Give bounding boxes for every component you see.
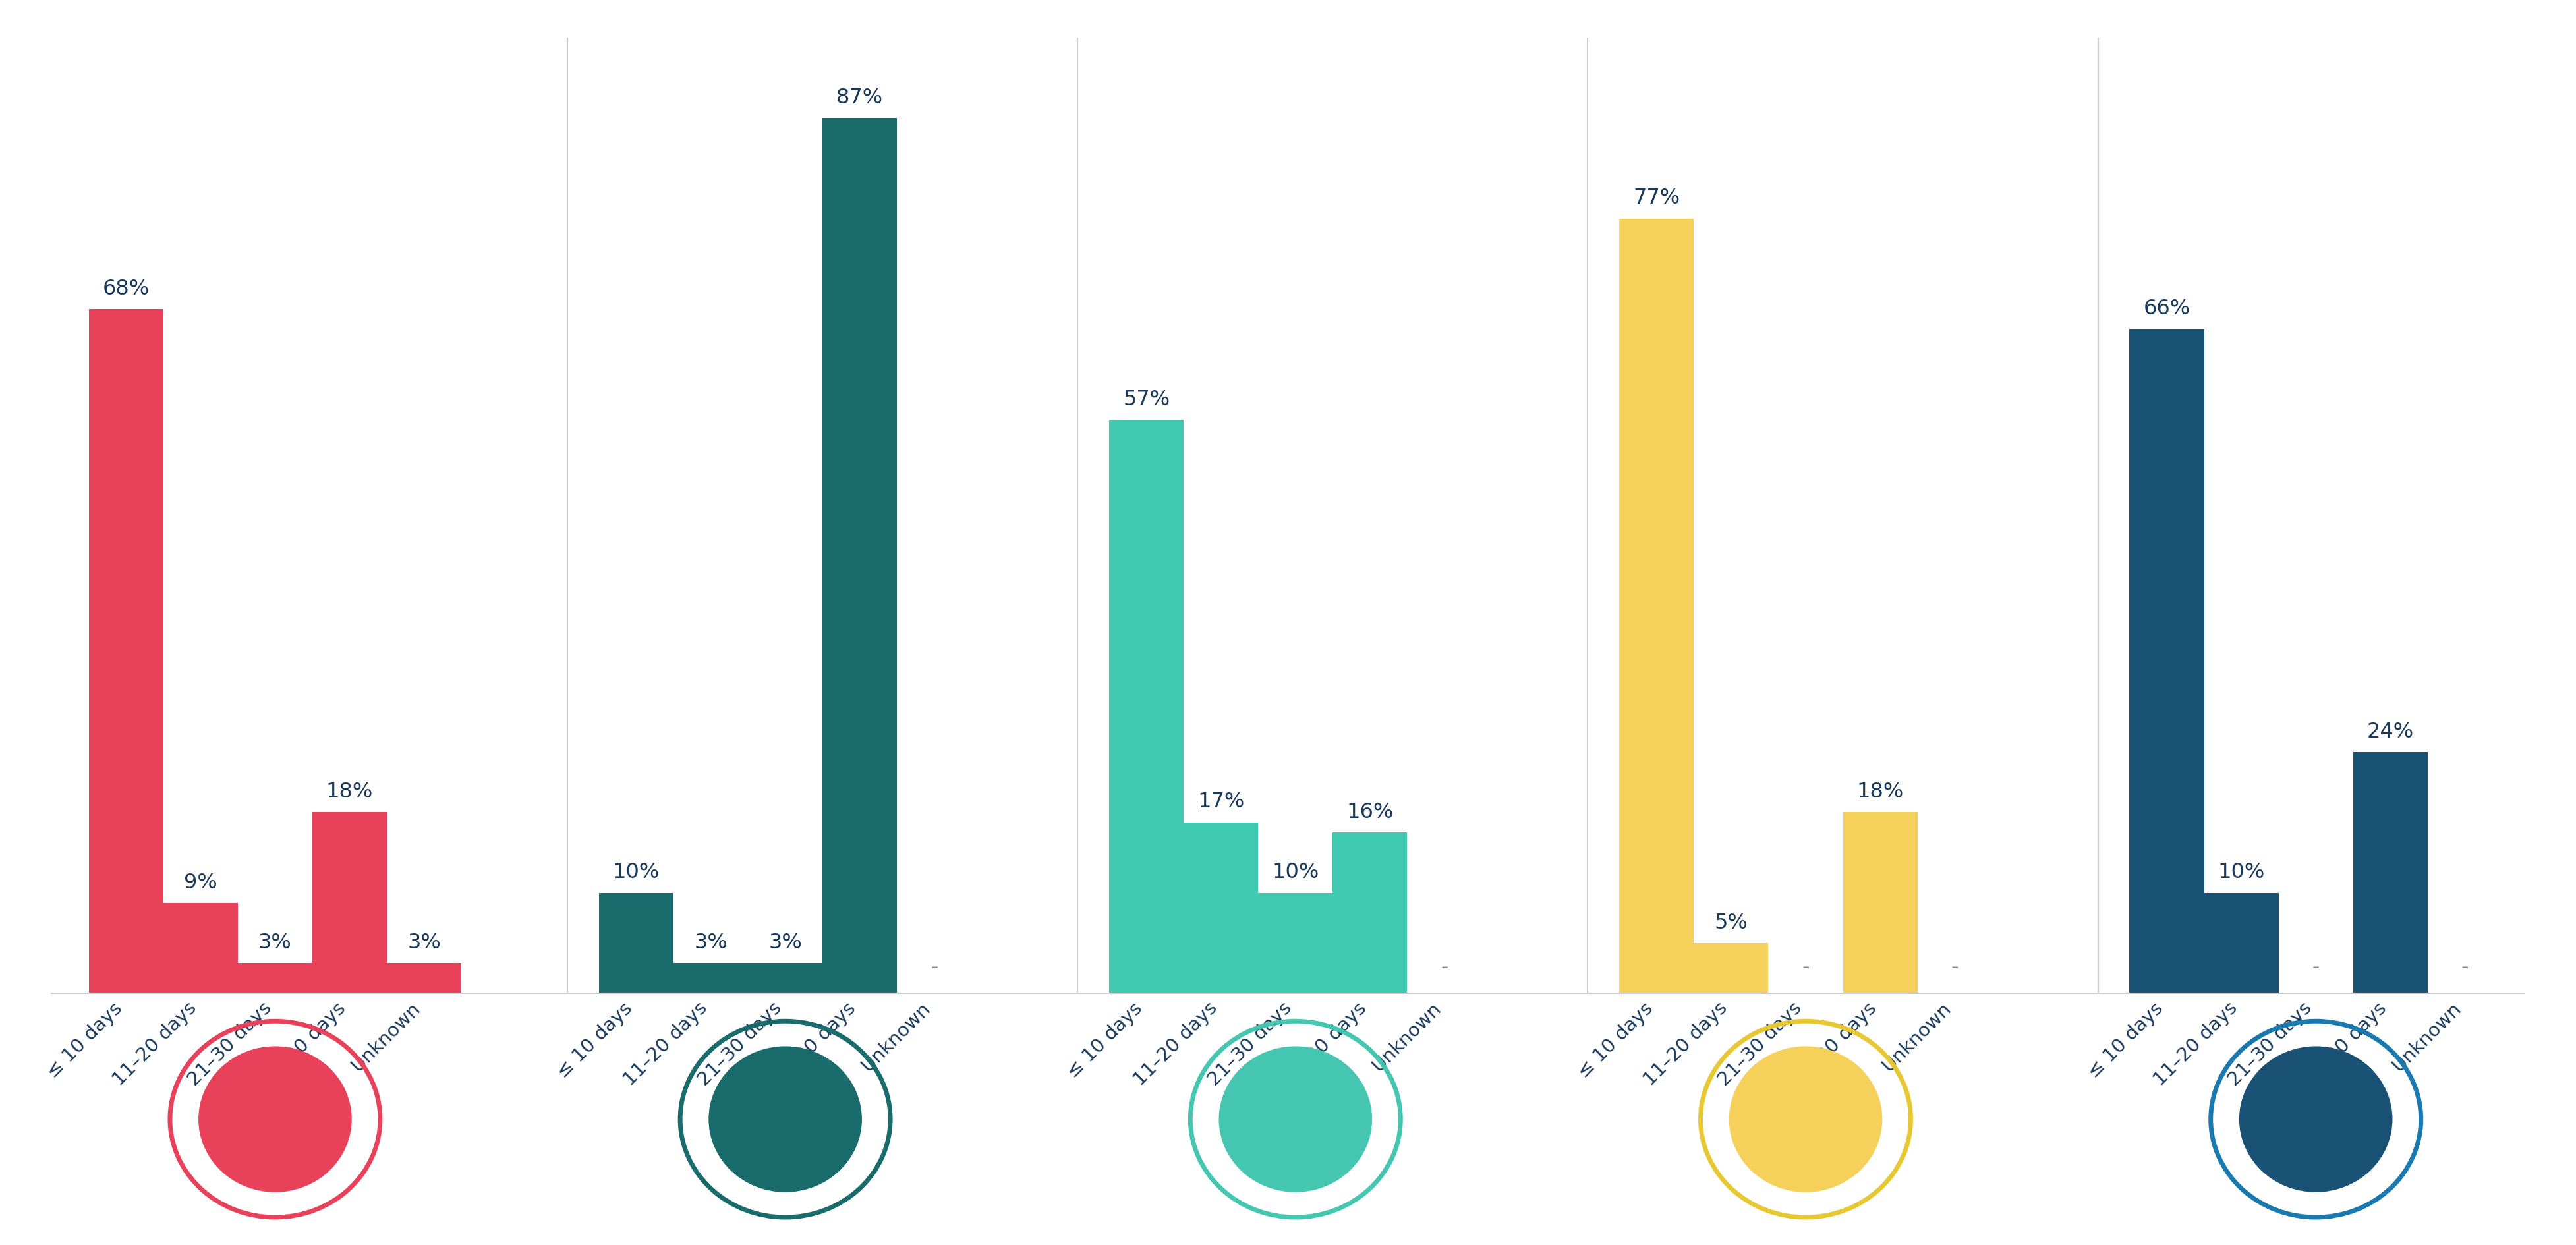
Text: 77%: 77%: [1633, 188, 1680, 208]
Text: -: -: [930, 957, 938, 979]
Text: 87%: 87%: [837, 87, 884, 108]
Text: -: -: [2313, 957, 2318, 979]
Text: -: -: [2460, 957, 2468, 979]
Bar: [2352, 752, 2427, 994]
Ellipse shape: [1218, 1046, 1373, 1193]
Text: 24%: 24%: [2367, 721, 2414, 742]
Text: 3%: 3%: [407, 933, 440, 954]
Text: 16%: 16%: [1347, 802, 1394, 823]
Bar: [312, 812, 386, 994]
Ellipse shape: [198, 1046, 353, 1193]
Text: 18%: 18%: [327, 782, 374, 802]
Bar: [2130, 329, 2205, 994]
Bar: [88, 309, 162, 994]
Bar: [237, 964, 312, 994]
Text: 17%: 17%: [1198, 792, 1244, 812]
Text: 3%: 3%: [693, 933, 726, 954]
Text: 10%: 10%: [2218, 863, 2264, 883]
Bar: [1695, 944, 1767, 994]
Text: 10%: 10%: [613, 863, 659, 883]
Text: 5%: 5%: [1716, 913, 1749, 933]
Bar: [1182, 823, 1257, 994]
Text: 10%: 10%: [1273, 863, 1319, 883]
Text: 66%: 66%: [2143, 299, 2190, 319]
Bar: [1842, 812, 1917, 994]
Ellipse shape: [1728, 1046, 1883, 1193]
Text: -: -: [1440, 957, 1448, 979]
Bar: [2205, 893, 2280, 994]
Ellipse shape: [2239, 1046, 2393, 1193]
Bar: [822, 118, 896, 994]
Text: 68%: 68%: [103, 279, 149, 299]
Bar: [747, 964, 822, 994]
Bar: [600, 893, 672, 994]
Text: 57%: 57%: [1123, 390, 1170, 410]
Text: 3%: 3%: [258, 933, 291, 954]
Ellipse shape: [708, 1046, 863, 1193]
Bar: [386, 964, 461, 994]
Bar: [1332, 833, 1406, 994]
Bar: [1257, 893, 1332, 994]
Text: 9%: 9%: [183, 873, 216, 893]
Bar: [1110, 420, 1182, 994]
Text: 3%: 3%: [768, 933, 801, 954]
Text: -: -: [1950, 957, 1958, 979]
Bar: [1620, 219, 1695, 994]
Bar: [672, 964, 747, 994]
Text: -: -: [1801, 957, 1808, 979]
Bar: [162, 903, 237, 994]
Text: 18%: 18%: [1857, 782, 1904, 802]
